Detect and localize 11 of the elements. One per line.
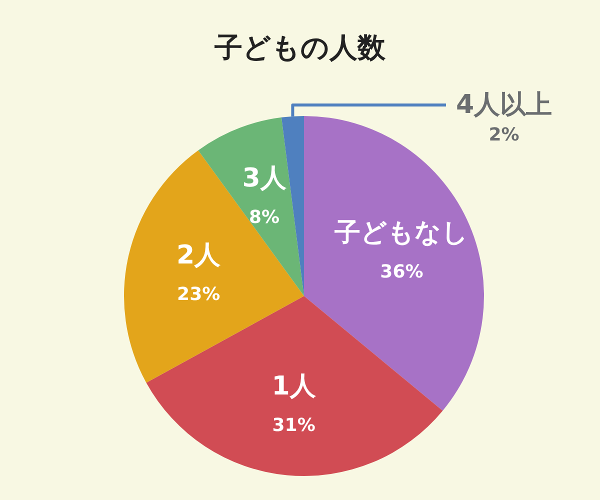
chart-title: 子どもの人数 bbox=[214, 30, 386, 66]
data-label: 23% bbox=[177, 284, 220, 305]
data-label: 31% bbox=[272, 415, 316, 436]
slice-label: 子どもなし bbox=[334, 218, 469, 248]
data-label: 2% bbox=[488, 124, 520, 146]
data-label: 36% bbox=[380, 262, 424, 283]
data-label: 8% bbox=[248, 207, 280, 228]
slice-label: 2人 bbox=[176, 240, 222, 270]
slice-label: 4人以上 bbox=[456, 90, 552, 120]
slice-label: 1人 bbox=[272, 372, 317, 402]
slice-label: 3人 bbox=[242, 164, 288, 194]
